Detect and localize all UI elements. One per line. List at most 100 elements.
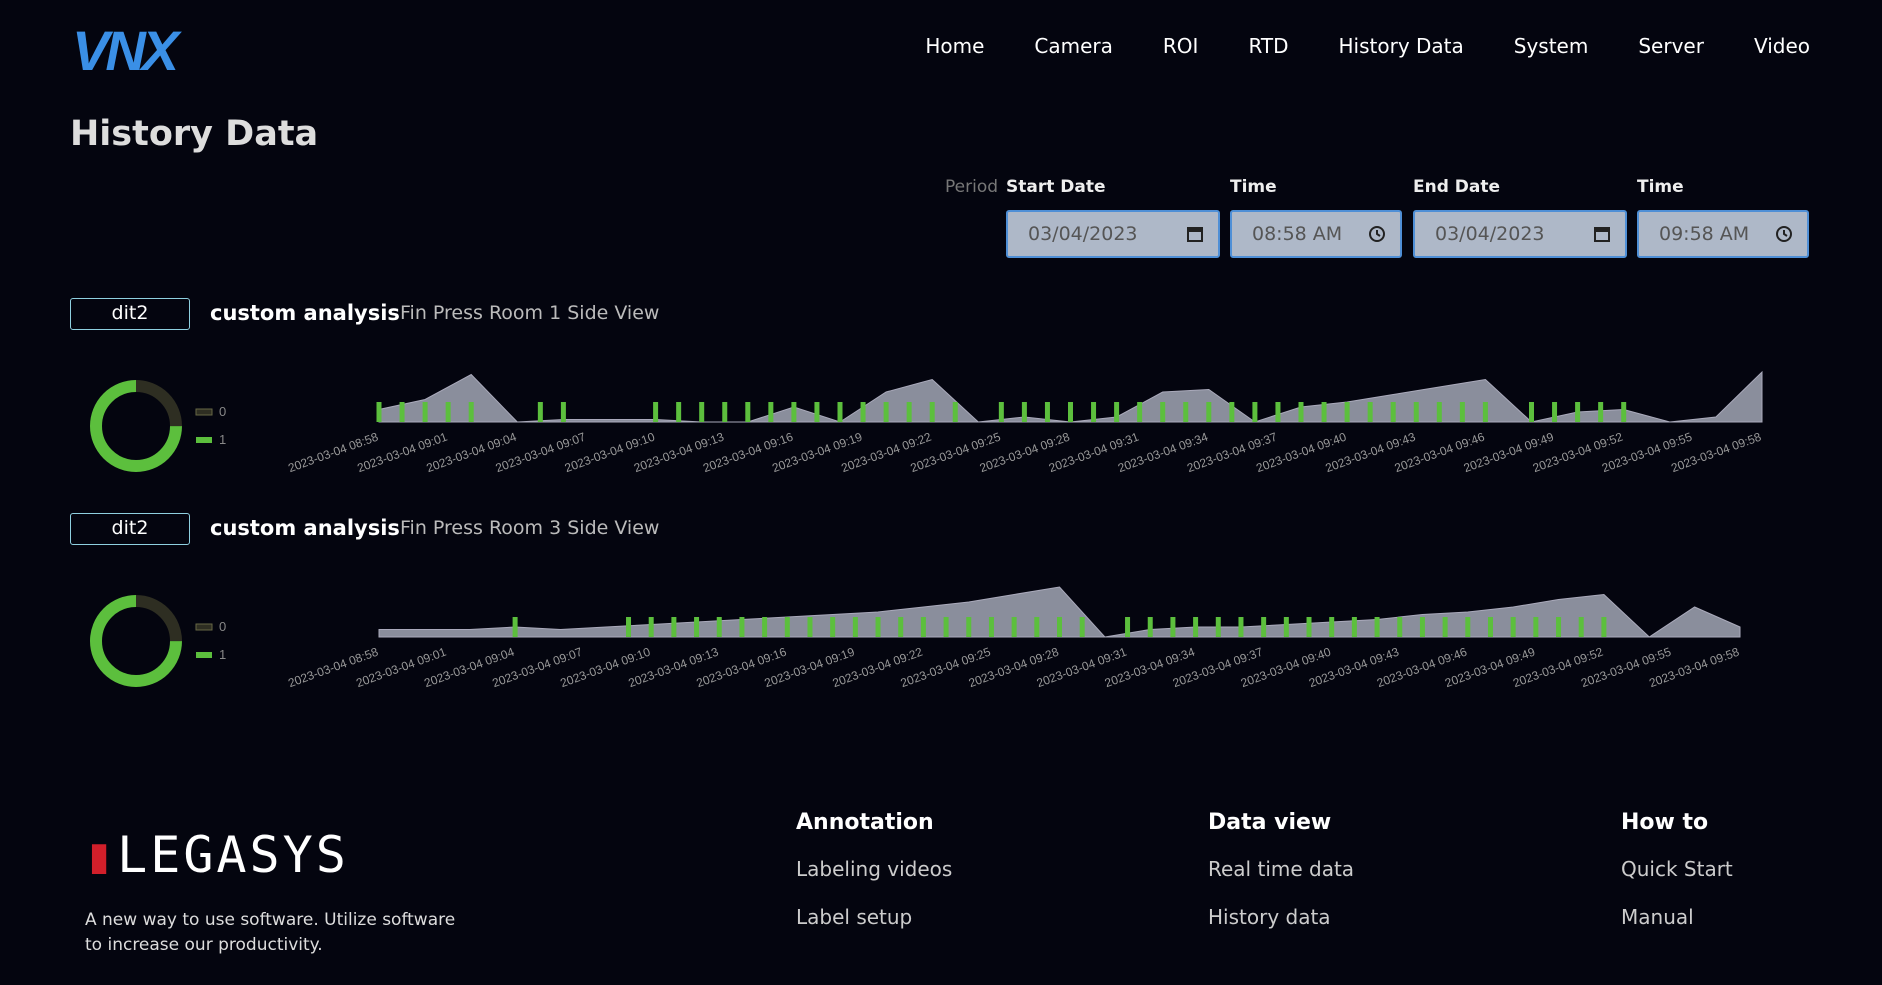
event-bar: [1057, 617, 1062, 637]
nav-link[interactable]: Home: [925, 34, 985, 58]
event-bar: [1533, 617, 1539, 637]
event-bar: [998, 402, 1004, 422]
footer-column: Data view Real time data History data: [1208, 810, 1354, 953]
start-time-input[interactable]: 08:58 AM: [1230, 210, 1402, 258]
nav-link[interactable]: History Data: [1338, 34, 1464, 58]
footer-link[interactable]: Quick Start: [1621, 857, 1733, 881]
event-bar: [1160, 402, 1166, 422]
event-bar: [1147, 617, 1153, 637]
event-bar: [1114, 402, 1120, 422]
event-bar: [1261, 617, 1267, 637]
camera-name: Fin Press Room 3 Side View: [400, 517, 660, 539]
nav-link[interactable]: Camera: [1034, 34, 1113, 58]
event-bar: [1529, 402, 1534, 422]
nav-link[interactable]: Video: [1753, 34, 1810, 58]
event-bar: [1283, 617, 1289, 637]
event-bar: [1601, 617, 1607, 637]
event-bar: [1397, 617, 1403, 637]
event-bar: [376, 402, 382, 422]
event-bar: [791, 402, 797, 422]
event-bar: [830, 617, 836, 637]
event-bar: [1170, 617, 1176, 637]
nav: Home Camera ROI RTD History Data System Server…: [925, 34, 1810, 58]
event-bar: [762, 617, 768, 637]
event-bar: [1068, 402, 1073, 422]
event-bar: [1351, 617, 1357, 637]
event-bar: [699, 402, 705, 422]
legend-label: 0: [219, 619, 226, 634]
event-bar: [1125, 617, 1131, 637]
legend-swatch: [196, 437, 212, 443]
event-bar: [1183, 402, 1189, 422]
event-bar: [1510, 617, 1516, 637]
footer-logo: ▮LEGASYS: [84, 826, 349, 884]
event-bar: [1034, 617, 1040, 637]
start-date-label: Start Date: [1006, 177, 1106, 197]
event-bar: [906, 402, 912, 422]
period-label: Period: [945, 177, 999, 197]
event-bar: [468, 402, 474, 422]
event-bar: [1044, 402, 1050, 422]
event-bar: [1419, 617, 1425, 637]
badge[interactable]: dit2: [70, 513, 190, 545]
legend-swatch: [195, 623, 213, 631]
input-value: 09:58 AM: [1659, 223, 1750, 245]
event-bar: [883, 402, 889, 422]
footer-link[interactable]: Labeling videos: [796, 857, 953, 881]
event-bar: [694, 617, 700, 637]
nav-link[interactable]: RTD: [1248, 34, 1289, 58]
analysis-name: custom analysis: [210, 301, 400, 325]
footer-column: Annotation Labeling videos Label setup: [796, 810, 952, 953]
event-bar: [745, 402, 751, 422]
logo[interactable]: VNX: [72, 19, 179, 82]
event-bar: [837, 402, 843, 422]
event-bar: [920, 617, 926, 637]
event-bar: [445, 402, 451, 422]
input-value: 03/04/2023: [1435, 223, 1545, 245]
event-bar: [943, 617, 949, 637]
analysis-name: custom analysis: [210, 516, 400, 540]
footer-link[interactable]: Real time data: [1208, 857, 1355, 881]
footer-link[interactable]: History data: [1208, 905, 1331, 929]
event-bar: [807, 617, 813, 637]
event-bar: [1575, 402, 1581, 422]
end-time-input[interactable]: 09:58 AM: [1637, 210, 1809, 258]
event-bar: [512, 617, 518, 637]
footer-link[interactable]: Manual: [1621, 905, 1694, 929]
event-bar: [653, 402, 659, 422]
event-bar: [952, 402, 958, 422]
event-bar: [784, 617, 790, 637]
page-title: History Data: [70, 114, 319, 154]
legend-swatch: [196, 652, 212, 658]
start-date-input[interactable]: 03/04/2023: [1006, 210, 1220, 258]
event-bar: [1367, 402, 1373, 422]
footer-column: How to Quick Start Manual: [1621, 810, 1733, 953]
event-bar: [1556, 617, 1562, 637]
clock-icon: [1776, 226, 1792, 242]
event-bar: [716, 617, 722, 637]
nav-link[interactable]: Server: [1638, 34, 1704, 58]
event-bar: [1344, 402, 1350, 422]
event-bar: [1482, 402, 1488, 422]
event-bar: [929, 402, 935, 422]
nav-link[interactable]: System: [1513, 34, 1589, 58]
event-bar: [814, 402, 820, 422]
nav-link[interactable]: ROI: [1162, 34, 1199, 58]
event-bar: [1465, 617, 1471, 637]
event-bar: [898, 617, 904, 637]
event-bar: [560, 402, 566, 422]
badge[interactable]: dit2: [70, 298, 190, 330]
end-date-input[interactable]: 03/04/2023: [1413, 210, 1627, 258]
event-bar: [966, 617, 972, 637]
event-bar: [860, 402, 866, 422]
legend-label: 0: [219, 404, 226, 419]
event-bar: [1598, 402, 1604, 422]
input-value: 03/04/2023: [1028, 223, 1138, 245]
footer-link[interactable]: Label setup: [796, 905, 913, 929]
event-bar: [1298, 402, 1304, 422]
logo-text: LEGASYS: [117, 826, 349, 884]
event-bar: [1091, 402, 1097, 422]
